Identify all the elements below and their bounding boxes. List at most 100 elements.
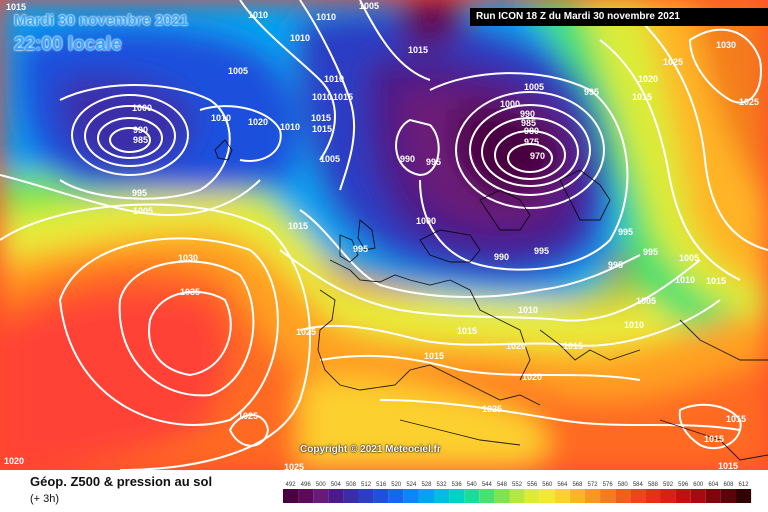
isobar-label: 1000 (132, 103, 152, 113)
scale-swatch (615, 489, 631, 503)
scale-tick-label: 560 (542, 482, 553, 488)
scale-tick-label: 584 (633, 482, 644, 488)
scale-swatch (720, 489, 736, 503)
scale-tick-label: 520 (391, 482, 402, 488)
isobar-label: 1005 (133, 206, 153, 216)
scale-swatch (524, 489, 540, 503)
isobar-label: 1015 (563, 341, 583, 351)
isobar-label: 990 (400, 154, 415, 164)
isobar-label: 1000 (416, 216, 436, 226)
scale-tick-label: 524 (406, 482, 417, 488)
scale-swatch (449, 489, 465, 503)
scale-swatch (358, 489, 374, 503)
isobar-label: 1025 (296, 327, 316, 337)
scale-swatch (418, 489, 434, 503)
isobar-label: 1020 (522, 372, 542, 382)
scale-swatch (736, 489, 752, 503)
isobar-label: 995 (426, 157, 441, 167)
scale-swatch (585, 489, 601, 503)
scale-tick-label: 612 (739, 482, 750, 488)
copyright-text: Copyright © 2021 Meteociel.fr (300, 444, 441, 455)
scale-tick-label: 528 (421, 482, 432, 488)
isobar-label: 1010 (248, 10, 268, 20)
isobar-label: 1005 (320, 154, 340, 164)
scale-swatch (509, 489, 525, 503)
isobar-label: 1005 (228, 66, 248, 76)
scale-swatch (600, 489, 616, 503)
isobar-label: 1025 (739, 97, 759, 107)
scale-swatch (434, 489, 450, 503)
isobar-label: 1010 (624, 320, 644, 330)
scale-swatch (403, 489, 419, 503)
isobar-label: 1020 (638, 74, 658, 84)
isobar-labels: 1015 1010 1010 1005 1010 1015 1005 1010 1010 1015… (4, 1, 759, 470)
isobar-label: 1010 (324, 74, 344, 84)
scale-swatch (388, 489, 404, 503)
parameter-title: Géop. Z500 & pression au sol (30, 474, 213, 489)
scale-swatch (554, 489, 570, 503)
isobar-label: 1020 (4, 456, 24, 466)
scale-swatch (313, 489, 329, 503)
isobar-label: 995 (643, 247, 658, 257)
coastlines (214, 139, 768, 461)
isobar-label: 1015 (288, 221, 308, 231)
scale-tick-label: 548 (497, 482, 508, 488)
isobar-label: 995 (353, 244, 368, 254)
scale-tick-label: 540 (467, 482, 478, 488)
scale-tick-label: 600 (693, 482, 704, 488)
scale-swatch (479, 489, 495, 503)
isobar-label: 1015 (457, 326, 477, 336)
scale-swatch (675, 489, 691, 503)
scale-swatch (569, 489, 585, 503)
scale-tick-label: 564 (557, 482, 568, 488)
scale-swatch (373, 489, 389, 503)
isobar-label: 1015 (706, 276, 726, 286)
isobar-label: 1015 (311, 113, 331, 123)
isobar-label: 1015 (424, 351, 444, 361)
isobar-label: 990 (133, 125, 148, 135)
isobar-label: 1005 (636, 296, 656, 306)
scale-swatch (494, 489, 510, 503)
scale-tick-label: 604 (708, 482, 719, 488)
scale-tick-label: 608 (723, 482, 734, 488)
scale-tick-label: 532 (437, 482, 448, 488)
color-scale: 492 496 500 504 508 512 516 520 524 528 532 536 540 5… (283, 482, 752, 503)
isobar-label: 1005 (359, 1, 379, 11)
isobar-label: 1015 (726, 414, 746, 424)
scale-tick-label: 536 (452, 482, 463, 488)
scale-tick-label: 556 (527, 482, 538, 488)
isobar-label: 1010 (675, 275, 695, 285)
scale-tick-label: 512 (361, 482, 372, 488)
isobar-label: 1035 (180, 287, 200, 297)
scale-tick-label: 508 (346, 482, 357, 488)
run-banner: Run ICON 18 Z du Mardi 30 novembre 2021 (470, 8, 768, 26)
scale-swatch (464, 489, 480, 503)
scale-swatch (328, 489, 344, 503)
scale-tick-label: 552 (512, 482, 523, 488)
scale-tick-label: 596 (678, 482, 689, 488)
scale-tick-label: 588 (648, 482, 659, 488)
isobar-label: 990 (520, 109, 535, 119)
date-title: Mardi 30 novembre 2021 (14, 12, 189, 29)
scale-swatch (298, 489, 314, 503)
isobar-label: 1010 (280, 122, 300, 132)
scale-swatch (343, 489, 359, 503)
isobar-label: 1005 (524, 82, 544, 92)
isobar-label: 995 (608, 260, 623, 270)
scale-tick-label: 572 (588, 482, 599, 488)
isobar-label: 1030 (716, 40, 736, 50)
isobar-label: 1010 (290, 33, 310, 43)
isobar-label: 1015 (333, 92, 353, 102)
isobar-label: 1015 (408, 45, 428, 55)
scale-swatch (539, 489, 555, 503)
isobar-label: 1000 (500, 99, 520, 109)
scale-tick-label: 516 (376, 482, 387, 488)
isobar-label: 1015 (312, 124, 332, 134)
scale-tick-label: 576 (603, 482, 614, 488)
scale-tick-label: 568 (572, 482, 583, 488)
isobar-label: 1020 (248, 117, 268, 127)
isobar-label: 995 (534, 246, 549, 256)
scale-swatch (705, 489, 721, 503)
forecast-step: (+ 3h) (30, 493, 60, 505)
